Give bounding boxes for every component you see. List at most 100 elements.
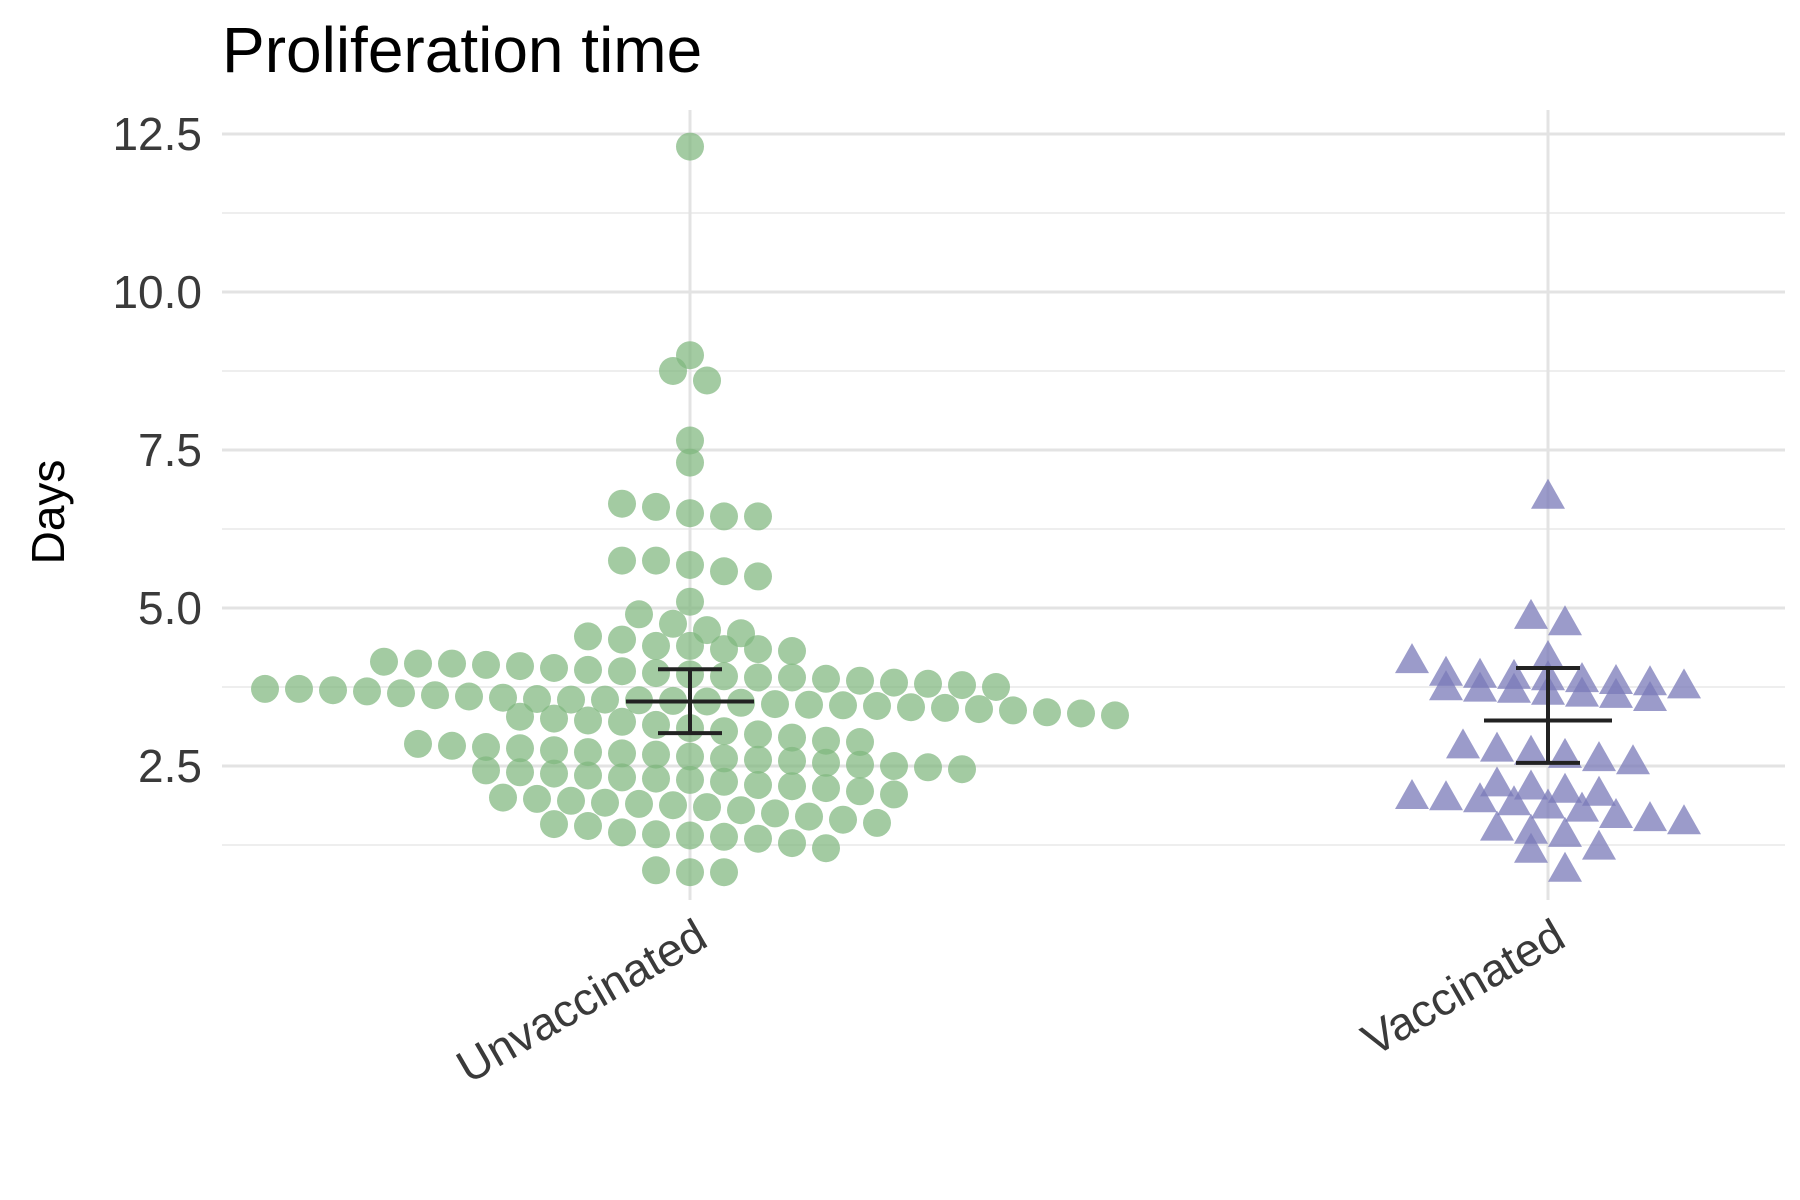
point-vaccinated — [1429, 670, 1463, 701]
point-unvaccinated — [285, 674, 313, 703]
point-unvaccinated — [523, 784, 551, 813]
point-vaccinated — [1463, 782, 1497, 813]
point-unvaccinated — [880, 780, 908, 809]
point-unvaccinated — [676, 742, 704, 771]
point-unvaccinated — [557, 786, 585, 815]
point-vaccinated — [1599, 798, 1633, 828]
point-unvaccinated — [608, 625, 636, 654]
y-tick-labels: 2.5 5.0 7.5 10.0 12.5 — [112, 108, 202, 792]
point-unvaccinated — [472, 733, 500, 761]
point-vaccinated — [1446, 728, 1480, 759]
point-unvaccinated — [812, 748, 840, 777]
point-vaccinated — [1429, 780, 1463, 811]
point-unvaccinated — [778, 723, 806, 752]
point-unvaccinated — [489, 783, 517, 812]
point-unvaccinated — [557, 685, 585, 714]
point-vaccinated — [1531, 788, 1565, 819]
point-vaccinated — [1548, 605, 1582, 636]
point-vaccinated — [1497, 785, 1531, 816]
point-unvaccinated — [863, 692, 891, 720]
point-unvaccinated — [387, 679, 415, 708]
point-unvaccinated — [829, 805, 857, 834]
point-unvaccinated — [676, 587, 704, 616]
point-unvaccinated — [438, 649, 466, 678]
point-unvaccinated — [659, 357, 687, 385]
point-vaccinated — [1548, 816, 1582, 847]
point-unvaccinated — [710, 744, 738, 773]
point-unvaccinated — [982, 673, 1010, 701]
point-unvaccinated — [744, 635, 772, 664]
point-unvaccinated — [676, 551, 704, 579]
point-unvaccinated — [625, 789, 653, 818]
point-unvaccinated — [948, 671, 976, 700]
point-unvaccinated — [761, 799, 789, 828]
point-unvaccinated — [608, 818, 636, 847]
point-unvaccinated — [710, 662, 738, 691]
point-vaccinated — [1548, 851, 1582, 882]
point-unvaccinated — [710, 635, 738, 664]
y-tick-label: 5.0 — [138, 582, 202, 634]
y-tick-label: 7.5 — [138, 424, 202, 476]
point-unvaccinated — [999, 696, 1027, 725]
point-vaccinated — [1565, 676, 1599, 707]
point-unvaccinated — [812, 664, 840, 693]
point-unvaccinated — [642, 856, 670, 885]
point-vaccinated — [1633, 665, 1667, 696]
point-vaccinated — [1667, 668, 1701, 699]
point-vaccinated — [1616, 744, 1650, 775]
point-vaccinated — [1514, 734, 1548, 765]
point-unvaccinated — [710, 557, 738, 586]
point-vaccinated — [1395, 643, 1429, 674]
point-unvaccinated — [965, 695, 993, 724]
point-unvaccinated — [710, 717, 738, 746]
point-unvaccinated — [608, 489, 636, 518]
point-vaccinated — [1463, 671, 1497, 702]
point-unvaccinated — [506, 702, 534, 731]
point-vaccinated — [1582, 775, 1616, 806]
point-vaccinated — [1582, 741, 1616, 772]
point-unvaccinated — [880, 668, 908, 697]
point-unvaccinated — [948, 755, 976, 784]
point-unvaccinated — [574, 812, 602, 840]
point-unvaccinated — [710, 502, 738, 531]
point-unvaccinated — [540, 654, 568, 682]
chart-title: Proliferation time — [222, 14, 702, 86]
point-unvaccinated — [574, 738, 602, 767]
point-vaccinated — [1565, 791, 1599, 822]
point-unvaccinated — [778, 829, 806, 858]
point-unvaccinated — [710, 858, 738, 887]
point-unvaccinated — [472, 756, 500, 785]
point-vaccinated — [1633, 801, 1667, 832]
point-unvaccinated — [642, 820, 670, 849]
point-vaccinated — [1514, 769, 1548, 800]
point-unvaccinated — [812, 774, 840, 803]
point-unvaccinated — [846, 728, 874, 756]
point-unvaccinated — [472, 650, 500, 679]
point-unvaccinated — [574, 761, 602, 790]
point-unvaccinated — [1101, 701, 1129, 730]
point-unvaccinated — [829, 691, 857, 720]
point-unvaccinated — [846, 666, 874, 695]
point-unvaccinated — [710, 822, 738, 851]
point-vaccinated — [1548, 772, 1582, 803]
point-unvaccinated — [778, 772, 806, 801]
point-unvaccinated — [761, 690, 789, 719]
point-vaccinated — [1395, 779, 1429, 809]
point-unvaccinated — [676, 426, 704, 455]
point-unvaccinated — [812, 726, 840, 755]
point-unvaccinated — [744, 502, 772, 531]
x-tick-label-unvaccinated: Unvaccinated — [448, 909, 715, 1093]
point-unvaccinated — [506, 758, 534, 787]
point-unvaccinated — [421, 681, 449, 710]
point-unvaccinated — [523, 685, 551, 713]
point-unvaccinated — [404, 649, 432, 678]
point-unvaccinated — [506, 734, 534, 763]
point-vaccinated — [1514, 598, 1548, 629]
point-unvaccinated — [710, 767, 738, 796]
point-unvaccinated — [931, 693, 959, 722]
point-vaccinated — [1633, 681, 1667, 711]
point-unvaccinated — [744, 824, 772, 853]
point-vaccinated — [1480, 810, 1514, 841]
